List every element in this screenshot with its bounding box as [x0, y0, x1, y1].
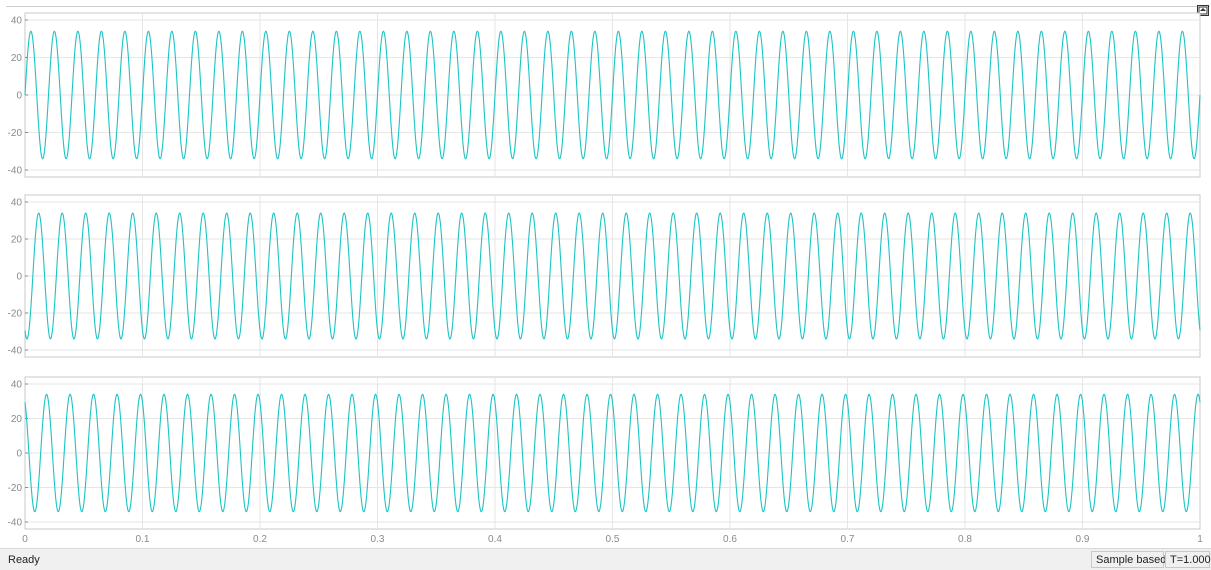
signal-line-1 — [24, 30, 1201, 160]
x-tick-label: 0.8 — [958, 534, 972, 545]
y-tick-label: -20 — [8, 309, 23, 320]
signal-line-2 — [24, 212, 1201, 340]
axes-3: 40 20 0 -20 -40 0 0.1 0.2 0.3 0.4 0.5 0.6 0.7 0.8 0.9 1 — [8, 376, 1203, 545]
y-tick-label: 20 — [11, 53, 23, 64]
toolbar-separator — [6, 6, 1210, 7]
x-tick-label: 0.4 — [488, 534, 502, 545]
restore-axes-icon — [1198, 6, 1208, 15]
status-text: Ready — [8, 554, 40, 566]
y-tick-label: -20 — [8, 128, 23, 139]
x-tick-label: 0.5 — [606, 534, 620, 545]
x-tick-label: 0.7 — [841, 534, 855, 545]
status-bar: Ready Sample based T=1.000 — [0, 548, 1211, 570]
y-tick-label: 40 — [11, 380, 23, 391]
y-tick-label: 40 — [11, 16, 23, 27]
y-tick-label: 0 — [16, 449, 22, 460]
x-tick-label: 0.6 — [723, 534, 737, 545]
y-tick-label: 20 — [11, 235, 23, 246]
y-tick-label: -40 — [8, 346, 23, 357]
sample-mode-indicator: Sample based — [1091, 551, 1166, 568]
x-tick-label: 0.9 — [1076, 534, 1090, 545]
scope-display: 40 20 0 -20 -40 40 20 0 -20 -40 40 20 0 -20 -40 0 0.1 0.2… — [8, 12, 1203, 545]
y-tick-label: 0 — [16, 272, 22, 283]
x-tick-label: 1 — [1197, 534, 1203, 545]
y-tick-label: -20 — [8, 483, 23, 494]
restore-axes-button[interactable] — [1197, 5, 1209, 16]
y-tick-label: 0 — [16, 91, 22, 102]
x-tick-label: 0.2 — [253, 534, 267, 545]
axes-2: 40 20 0 -20 -40 — [8, 194, 1201, 358]
y-tick-label: 40 — [11, 198, 23, 209]
y-tick-label: -40 — [8, 518, 23, 529]
y-tick-label: 20 — [11, 414, 23, 425]
signal-line-3 — [24, 393, 1201, 513]
x-tick-label: 0.3 — [371, 534, 385, 545]
y-tick-label: -40 — [8, 166, 23, 177]
simulation-time-indicator: T=1.000 — [1165, 551, 1211, 568]
axes-1: 40 20 0 -20 -40 — [8, 12, 1201, 178]
x-tick-label: 0.1 — [136, 534, 150, 545]
x-tick-label: 0 — [22, 534, 28, 545]
